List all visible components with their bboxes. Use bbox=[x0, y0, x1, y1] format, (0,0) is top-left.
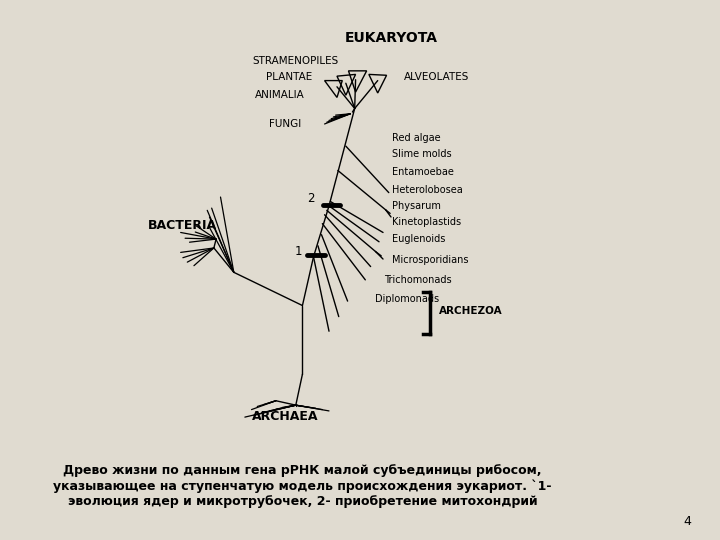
Text: 4: 4 bbox=[683, 515, 691, 528]
Text: 2: 2 bbox=[307, 192, 315, 205]
Text: Diplomonads: Diplomonads bbox=[376, 294, 440, 304]
Text: Древо жизни по данным гена рРНК малой субъединицы рибосом,
указывающее на ступен: Древо жизни по данным гена рРНК малой су… bbox=[53, 464, 552, 508]
Text: EUKARYOTA: EUKARYOTA bbox=[344, 31, 438, 45]
Text: STRAMENOPILES: STRAMENOPILES bbox=[253, 56, 339, 66]
Text: FUNGI: FUNGI bbox=[269, 119, 301, 129]
Text: BACTERIA: BACTERIA bbox=[148, 219, 217, 232]
Text: Trichomonads: Trichomonads bbox=[384, 275, 452, 285]
Text: Euglenoids: Euglenoids bbox=[392, 234, 445, 244]
Text: ALVEOLATES: ALVEOLATES bbox=[405, 72, 469, 83]
Text: Physarum: Physarum bbox=[392, 201, 441, 211]
Text: ARCHAEA: ARCHAEA bbox=[251, 410, 318, 423]
Text: Heterolobosea: Heterolobosea bbox=[392, 185, 463, 194]
Text: ARCHEZOA: ARCHEZOA bbox=[438, 306, 503, 316]
Text: PLANTAE: PLANTAE bbox=[266, 72, 312, 83]
Text: Kinetoplastids: Kinetoplastids bbox=[392, 217, 461, 227]
Text: ANIMALIA: ANIMALIA bbox=[255, 90, 305, 100]
Text: Microsporidians: Microsporidians bbox=[392, 255, 469, 265]
Text: Entamoebae: Entamoebae bbox=[392, 167, 454, 177]
Text: Slime molds: Slime molds bbox=[392, 149, 451, 159]
Text: 1: 1 bbox=[295, 245, 302, 258]
Text: Red algae: Red algae bbox=[392, 133, 441, 143]
